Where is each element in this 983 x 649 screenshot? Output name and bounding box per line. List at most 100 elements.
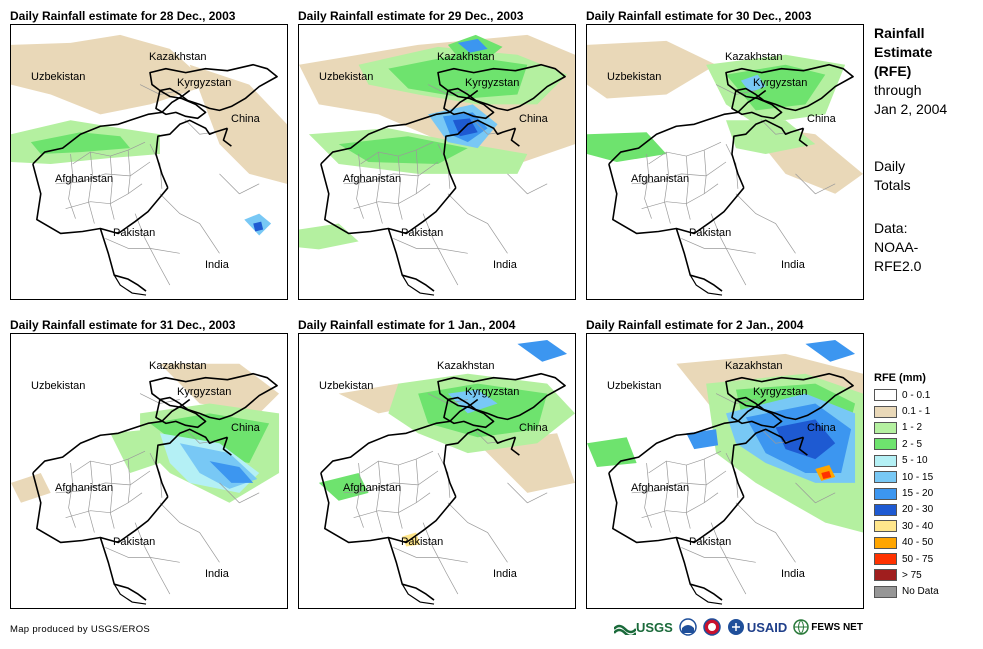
legend: RFE (mm) 0 - 0.1 0.1 - 1 1 - 2 2 - 5 5 - 10 1…: [874, 372, 979, 600]
label-kyrgyzstan: Kyrgyzstan: [465, 386, 520, 398]
legend-item: 40 - 50: [874, 535, 979, 551]
label-uzbekistan: Uzbekistan: [319, 71, 374, 83]
country-borders: [32, 372, 278, 601]
map-svg: [587, 339, 863, 605]
usgs-logo: USGS: [614, 619, 673, 635]
rain-area-11: [805, 339, 856, 362]
label-kazakhstan: Kazakhstan: [437, 360, 495, 372]
label-uzbekistan: Uzbekistan: [607, 71, 662, 83]
daily-text-1: Daily: [874, 158, 906, 174]
legend-swatch: [874, 421, 897, 434]
label-afghanistan: Afghanistan: [343, 482, 402, 494]
label-uzbekistan: Uzbekistan: [31, 71, 86, 83]
legend-label: > 75: [902, 569, 922, 581]
map-frame: Kazakhstan Uzbekistan Kyrgyzstan China A…: [586, 333, 864, 609]
legend-label: 1 - 2: [902, 422, 923, 434]
label-china: China: [231, 113, 260, 125]
rain-area-3: [388, 54, 528, 99]
province-borders: [55, 84, 260, 286]
rainfall-layer: [587, 40, 863, 194]
rain-area-7: [110, 429, 160, 473]
label-kazakhstan: Kazakhstan: [437, 51, 495, 63]
usgs-text: USGS: [636, 619, 673, 635]
map-svg: [318, 339, 575, 605]
legend-swatch: [874, 520, 897, 533]
country-borders: [320, 372, 566, 601]
rain-area-3: [149, 413, 270, 464]
data-text-1: Data:: [874, 220, 908, 236]
legend-label: 0.1 - 1: [902, 406, 931, 418]
legend-item: 20 - 30: [874, 502, 979, 518]
legend-swatch: [874, 389, 897, 402]
label-china: China: [519, 422, 548, 434]
rain-area-1: [159, 363, 280, 414]
coastline: [689, 583, 723, 605]
map-frame: Kazakhstan Uzbekistan Kyrgyzstan China A…: [10, 333, 288, 609]
legend-label: 30 - 40: [902, 520, 934, 532]
legend-swatch: [874, 454, 897, 467]
map-panel-4: Daily Rainfall estimate for 31 Dec., 200…: [10, 317, 288, 609]
label-kyrgyzstan: Kyrgyzstan: [177, 77, 232, 89]
rain-area-4: [725, 64, 826, 111]
label-india: India: [781, 568, 805, 580]
country-borders: [608, 372, 854, 601]
sidebar: Rainfall Estimate (RFE) through Jan 2, 2…: [874, 24, 982, 276]
legend-item: 5 - 10: [874, 453, 979, 469]
label-kyrgyzstan: Kyrgyzstan: [465, 77, 520, 89]
legend-label: 0 - 0.1: [902, 389, 931, 401]
nws-seal-icon: [703, 618, 721, 636]
coastline: [113, 583, 147, 605]
panel-title: Daily Rainfall estimate for 28 Dec., 200…: [10, 9, 236, 23]
map-svg: [11, 34, 287, 296]
title-line-3: (RFE): [874, 63, 912, 79]
fewsnet-text: FEWS NET: [811, 621, 863, 633]
map-panel-5: Daily Rainfall estimate for 1 Jan., 2004: [298, 317, 576, 609]
usaid-text: USAID: [746, 619, 788, 635]
rainfall-layer: [11, 363, 280, 503]
label-pakistan: Pakistan: [689, 536, 732, 548]
rain-area-5: [447, 389, 498, 414]
daily-text-2: Totals: [874, 177, 911, 193]
label-uzbekistan: Uzbekistan: [31, 380, 86, 392]
map-svg: [299, 34, 575, 296]
label-uzbekistan: Uzbekistan: [607, 380, 662, 392]
legend-item: 2 - 5: [874, 436, 979, 452]
map-frame: Kazakhstan Uzbekistan Kyrgyzstan China A…: [298, 24, 576, 300]
rain-area-1: [587, 40, 717, 99]
label-india: India: [205, 568, 229, 580]
legend-label: 20 - 30: [902, 504, 934, 516]
rain-area-4: [418, 383, 548, 438]
rain-area-8: [11, 472, 51, 503]
label-afghanistan: Afghanistan: [55, 482, 114, 494]
panel-title: Daily Rainfall estimate for 31 Dec., 200…: [10, 318, 236, 332]
legend-label: 5 - 10: [902, 455, 928, 467]
label-afghanistan: Afghanistan: [631, 482, 690, 494]
legend-label: No Data: [902, 586, 939, 598]
country-borders: [32, 63, 278, 292]
label-afghanistan: Afghanistan: [343, 173, 402, 185]
map-svg: [587, 40, 863, 296]
fewsnet-globe-icon: [793, 619, 810, 635]
label-pakistan: Pakistan: [113, 536, 156, 548]
usaid-seal-icon: [727, 619, 744, 635]
label-india: India: [205, 259, 229, 271]
legend-item: 0.1 - 1: [874, 403, 979, 419]
legend-title: RFE (mm): [874, 372, 926, 384]
fewsnet-logo: FEWS NET: [793, 619, 863, 635]
panel-title: Daily Rainfall estimate for 2 Jan., 2004: [586, 318, 804, 332]
legend-item: 10 - 15: [874, 469, 979, 485]
rain-area-11: [457, 38, 488, 53]
rain-area-7: [686, 429, 719, 450]
label-india: India: [781, 259, 805, 271]
label-pakistan: Pakistan: [689, 227, 732, 239]
rainfall-layer: [11, 34, 287, 236]
label-india: India: [493, 568, 517, 580]
label-china: China: [807, 422, 836, 434]
label-pakistan: Pakistan: [401, 536, 444, 548]
province-borders: [343, 84, 548, 286]
title-line-1: Rainfall: [874, 25, 925, 41]
label-china: China: [807, 113, 836, 125]
panel-title: Daily Rainfall estimate for 1 Jan., 2004: [298, 318, 516, 332]
legend-swatch: [874, 503, 897, 516]
label-kazakhstan: Kazakhstan: [725, 360, 783, 372]
